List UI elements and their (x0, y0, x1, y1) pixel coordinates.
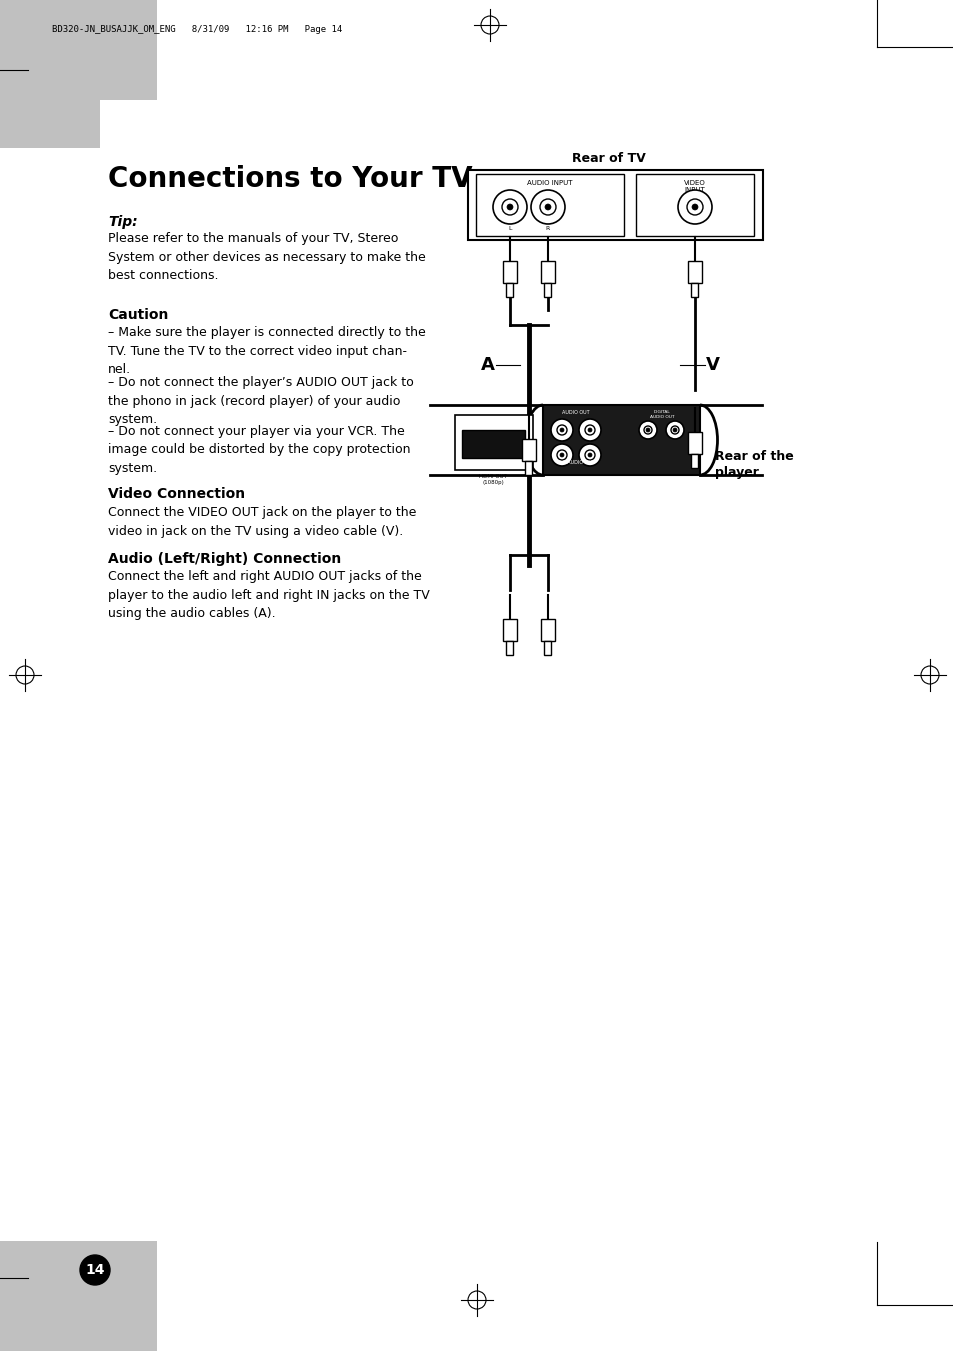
Text: player: player (714, 466, 758, 480)
Circle shape (686, 199, 702, 215)
Circle shape (670, 426, 679, 434)
Bar (506, 640, 513, 655)
Text: Rear of TV: Rear of TV (572, 153, 645, 165)
Circle shape (493, 190, 526, 224)
Circle shape (80, 1255, 110, 1285)
Circle shape (691, 204, 698, 209)
Text: AUDIO INPUT: AUDIO INPUT (527, 180, 572, 186)
Text: VIDEO
INPUT: VIDEO INPUT (683, 180, 705, 193)
Text: Rear of the: Rear of the (714, 450, 793, 463)
Circle shape (559, 453, 563, 457)
Circle shape (559, 428, 563, 432)
Circle shape (587, 453, 592, 457)
Bar (461, 430, 524, 458)
Circle shape (501, 199, 517, 215)
Circle shape (506, 204, 513, 209)
Text: Tip:: Tip: (108, 215, 137, 230)
Bar (542, 405, 700, 476)
Text: Caution: Caution (108, 308, 168, 322)
Text: Connect the left and right AUDIO OUT jacks of the
player to the audio left and r: Connect the left and right AUDIO OUT jac… (108, 570, 429, 620)
Circle shape (557, 426, 566, 435)
Text: Audio (Left/Right) Connection: Audio (Left/Right) Connection (108, 553, 341, 566)
Circle shape (645, 428, 649, 432)
Bar (687, 261, 701, 282)
Text: 2.1 AUDIO OUT: 2.1 AUDIO OUT (557, 459, 594, 465)
Bar (687, 432, 701, 454)
Bar (691, 282, 698, 297)
Text: Video Connection: Video Connection (108, 486, 245, 501)
Circle shape (578, 444, 600, 466)
Circle shape (531, 190, 564, 224)
Bar (544, 640, 551, 655)
Bar (502, 619, 517, 640)
Text: Connections to Your TV: Connections to Your TV (108, 165, 472, 193)
Bar (691, 454, 698, 467)
Circle shape (557, 450, 566, 459)
Text: Connect the VIDEO OUT jack on the player to the
video in jack on the TV using a : Connect the VIDEO OUT jack on the player… (108, 507, 416, 538)
Polygon shape (0, 0, 157, 149)
Circle shape (678, 190, 711, 224)
Circle shape (639, 422, 657, 439)
Text: Please refer to the manuals of your TV, Stereo
System or other devices as necess: Please refer to the manuals of your TV, … (108, 232, 425, 282)
Text: R: R (545, 226, 550, 231)
Bar (476, 174, 623, 236)
Text: – Do not connect your player via your VCR. The
image could be distorted by the c: – Do not connect your player via your VC… (108, 426, 410, 476)
Circle shape (584, 450, 595, 459)
Circle shape (672, 428, 677, 432)
Text: BD320-JN_BUSAJJK_OM_ENG   8/31/09   12:16 PM   Page 14: BD320-JN_BUSAJJK_OM_ENG 8/31/09 12:16 PM… (52, 26, 342, 34)
Circle shape (584, 426, 595, 435)
Text: L: L (508, 226, 511, 231)
Bar (506, 282, 513, 297)
Circle shape (539, 199, 556, 215)
Bar (540, 261, 555, 282)
Circle shape (578, 419, 600, 440)
Circle shape (665, 422, 683, 439)
Bar (540, 619, 555, 640)
Circle shape (587, 428, 592, 432)
Circle shape (551, 419, 573, 440)
Bar (521, 439, 536, 461)
Circle shape (643, 426, 651, 434)
Circle shape (551, 444, 573, 466)
Text: A: A (480, 357, 495, 374)
Bar (544, 282, 551, 297)
Circle shape (544, 204, 551, 209)
Bar (468, 170, 762, 240)
Polygon shape (0, 1242, 157, 1351)
Text: DIGITAL
AUDIO OUT: DIGITAL AUDIO OUT (649, 409, 674, 419)
Text: V: V (705, 357, 720, 374)
Text: – Do not connect the player’s AUDIO OUT jack to
the phono in jack (record player: – Do not connect the player’s AUDIO OUT … (108, 376, 414, 426)
Text: 14: 14 (85, 1263, 105, 1277)
Bar (502, 261, 517, 282)
Bar (636, 174, 753, 236)
Bar (455, 415, 533, 470)
Text: HDMI OUT
(1080p): HDMI OUT (1080p) (478, 474, 506, 485)
Bar (525, 461, 532, 476)
Text: AUDIO OUT: AUDIO OUT (561, 409, 589, 415)
Text: – Make sure the player is connected directly to the
TV. Tune the TV to the corre: – Make sure the player is connected dire… (108, 326, 425, 376)
Bar (0, 1242, 157, 1351)
